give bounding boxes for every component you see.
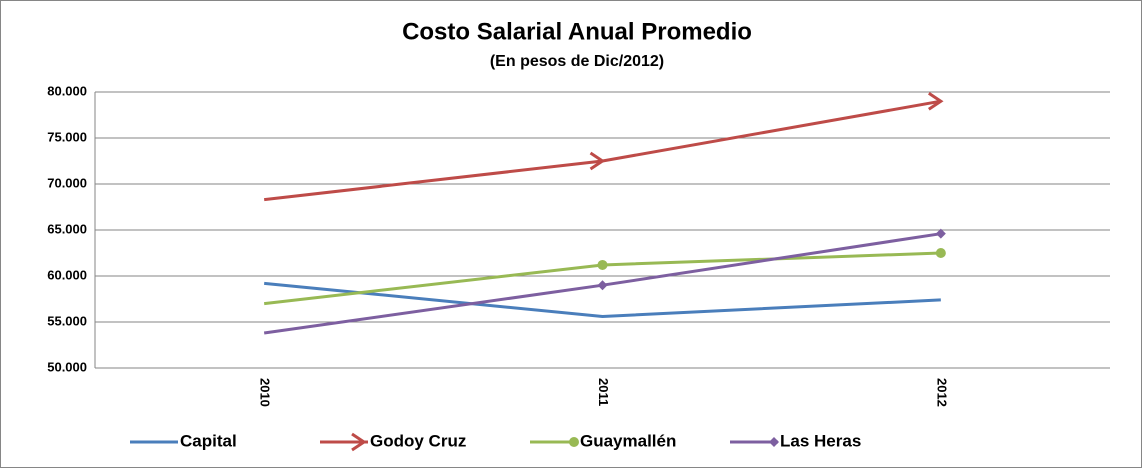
legend-label: Las Heras — [780, 431, 861, 450]
y-tick-label: 75.000 — [47, 129, 87, 144]
x-tick-label: 2012 — [934, 378, 949, 407]
x-tick-label: 2011 — [596, 378, 611, 406]
y-tick-label: 70.000 — [47, 175, 87, 190]
legend-label: Capital — [180, 431, 237, 450]
y-tick-label: 55.000 — [47, 313, 87, 328]
circle-marker — [569, 437, 579, 447]
y-tick-label: 65.000 — [47, 221, 87, 236]
legend-label: Guaymallén — [580, 431, 676, 450]
arrow-marker — [589, 151, 606, 171]
series-line — [264, 281, 941, 318]
legend-label: Godoy Cruz — [370, 431, 466, 450]
arrow-marker — [351, 432, 367, 452]
arrow-marker — [928, 91, 944, 111]
x-tick-label: 2010 — [258, 378, 273, 407]
y-tick-label: 50.000 — [47, 359, 87, 374]
diamond-marker — [597, 280, 608, 291]
circle-marker — [597, 259, 608, 270]
chart-subtitle: (En pesos de Dic/2012) — [490, 53, 664, 70]
diamond-marker — [769, 437, 779, 447]
chart-title: Costo Salarial Anual Promedio — [402, 18, 752, 45]
diamond-marker — [935, 228, 946, 239]
y-tick-label: 60.000 — [47, 267, 87, 282]
y-tick-label: 80.000 — [47, 83, 87, 98]
circle-marker — [935, 248, 946, 258]
